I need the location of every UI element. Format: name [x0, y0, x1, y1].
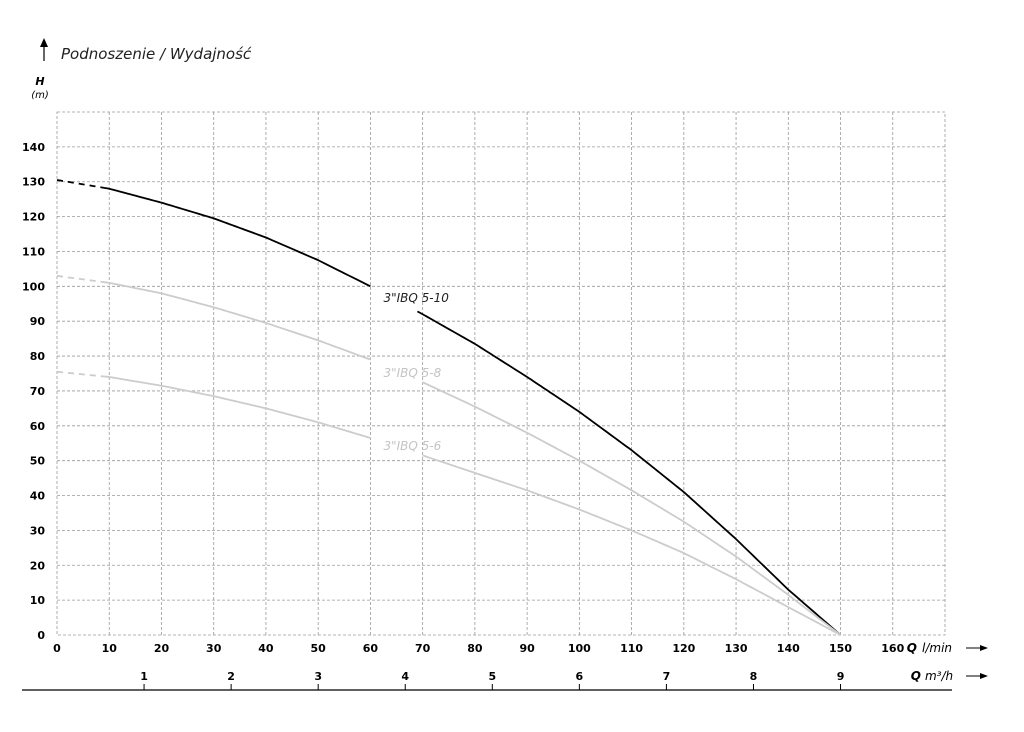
curve-solid-segment [422, 381, 842, 636]
x-tick-label-lmin: 140 [777, 642, 800, 655]
curve-dashed-segment [56, 370, 105, 378]
x-axis-q-label-lmin: Q [907, 641, 917, 655]
curve-solid-segment [416, 310, 842, 636]
x-tick-label-lmin: 130 [725, 642, 748, 655]
x-tick-labels-lmin: 0 10 20 30 40 50 60 70 80 90 100 110 120 130 140 150 160 [53, 642, 904, 655]
x-tick-label-m3h: 6 [576, 670, 584, 683]
curve-label: 3"IBQ 5-6 [383, 439, 441, 453]
x-tick-label-lmin: 40 [258, 642, 274, 655]
y-tick-label: 110 [22, 245, 45, 258]
y-tick-label: 90 [30, 315, 46, 328]
x-tick-label-lmin: 160 [881, 642, 904, 655]
x-tick-label-m3h: 3 [314, 670, 322, 683]
x-tick-label-lmin: 90 [519, 642, 535, 655]
chart-title: Podnoszenie / Wydajność [61, 45, 252, 63]
x-tick-labels-m3h: 1 2 3 4 5 6 7 8 9 [140, 670, 844, 690]
curve-label: 3"IBQ 5-10 [383, 291, 449, 305]
x-axis-unit-lmin: l/min [922, 641, 952, 655]
x-axis-arrow-m3h-icon [966, 673, 988, 679]
y-tick-label: 130 [22, 176, 45, 189]
x-axis-q-label-m3h: Q [911, 669, 921, 683]
curve-ibq-5-8 [56, 274, 842, 636]
x-tick-label-lmin: 60 [363, 642, 379, 655]
plot-frame [56, 111, 946, 636]
y-tick-label: 140 [22, 141, 45, 154]
x-axis-arrow-lmin-icon [966, 645, 988, 651]
x-tick-label-lmin: 70 [415, 642, 431, 655]
curves [56, 179, 842, 636]
x-tick-label-m3h: 9 [837, 670, 845, 683]
y-tick-label: 80 [30, 350, 46, 363]
y-tick-label: 60 [30, 420, 46, 433]
x-tick-label-m3h: 5 [488, 670, 496, 683]
x-tick-label-lmin: 120 [672, 642, 695, 655]
curve-ibq-5-10 [56, 179, 842, 636]
y-tick-label: 50 [30, 455, 46, 468]
curve-solid-segment [103, 281, 371, 361]
x-tick-label-lmin: 0 [53, 642, 61, 655]
curve-ibq-5-6 [56, 370, 841, 636]
y-tick-label: 40 [30, 490, 46, 503]
grid [56, 111, 946, 636]
y-axis-arrow-icon [40, 38, 48, 61]
x-tick-label-lmin: 10 [102, 642, 118, 655]
x-tick-label-m3h: 1 [140, 670, 148, 683]
x-tick-label-lmin: 20 [154, 642, 170, 655]
y-tick-label: 120 [22, 211, 45, 224]
x-tick-label-m3h: 7 [663, 670, 671, 683]
x-tick-label-lmin: 50 [311, 642, 327, 655]
x-tick-label-m3h: 4 [401, 670, 409, 683]
y-tick-labels: 0 10 20 30 40 50 60 70 80 90 100 110 120 130 140 [22, 141, 45, 642]
curve-labels: 3"IBQ 5-10 3"IBQ 5-8 3"IBQ 5-6 [383, 291, 449, 453]
x-axis-unit-m3h: m³/h [925, 669, 953, 683]
y-axis-label: H [35, 75, 44, 88]
curve-dashed-segment [56, 179, 105, 189]
y-tick-label: 0 [37, 629, 45, 642]
x-tick-label-m3h: 8 [750, 670, 758, 683]
x-tick-label-lmin: 100 [568, 642, 591, 655]
y-tick-label: 100 [22, 280, 45, 293]
x-tick-label-lmin: 80 [467, 642, 483, 655]
x-tick-label-lmin: 110 [620, 642, 643, 655]
y-tick-label: 70 [30, 385, 46, 398]
x-tick-label-lmin: 150 [829, 642, 852, 655]
y-tick-label: 30 [30, 524, 46, 537]
y-axis-unit: (m) [31, 90, 49, 101]
x-tick-label-m3h: 2 [227, 670, 235, 683]
curve-dashed-segment [56, 274, 105, 284]
y-tick-label: 20 [30, 559, 46, 572]
y-tick-label: 10 [30, 594, 46, 607]
curve-label: 3"IBQ 5-8 [383, 366, 441, 380]
x-tick-label-lmin: 30 [206, 642, 222, 655]
curve-solid-segment [103, 375, 371, 439]
curve-solid-segment [422, 454, 841, 636]
curve-solid-segment [103, 186, 371, 288]
